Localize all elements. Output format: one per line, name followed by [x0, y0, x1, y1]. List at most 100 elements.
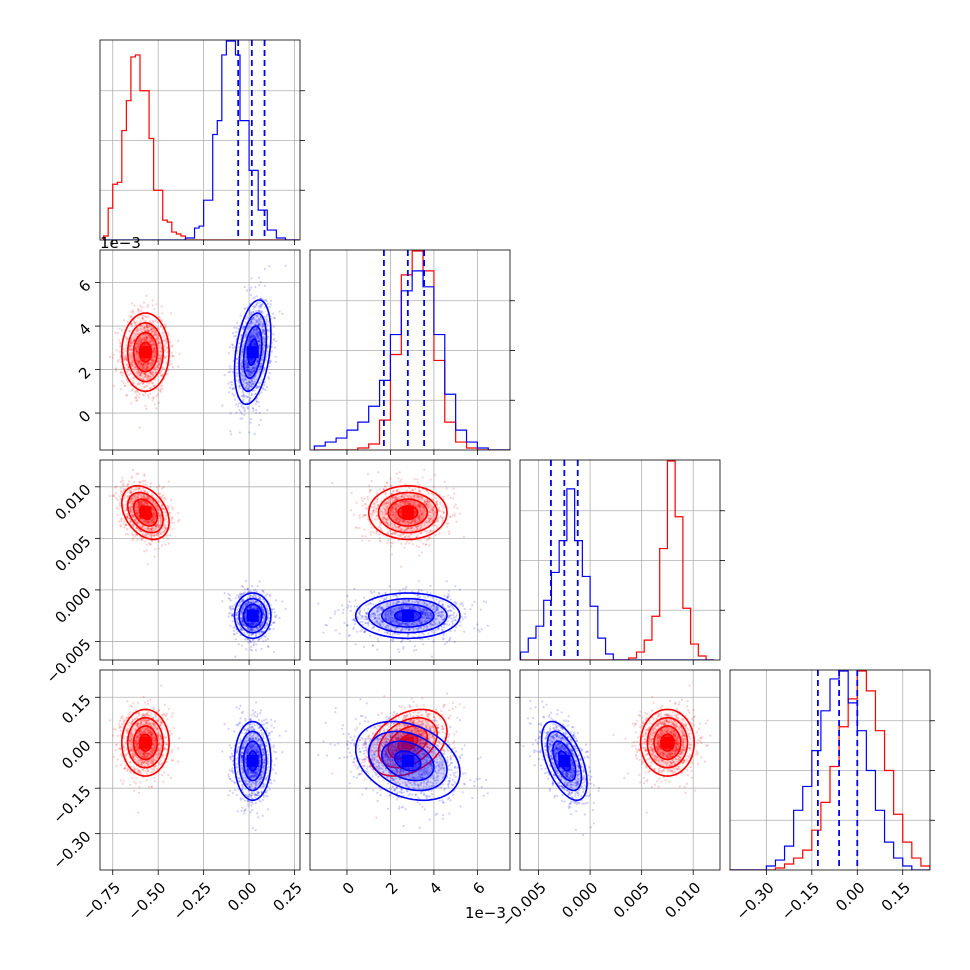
sample-point — [235, 374, 238, 377]
sample-point — [151, 509, 154, 512]
sample-point — [223, 374, 226, 377]
sample-point — [248, 381, 252, 384]
sample-point — [123, 497, 127, 500]
sample-point — [132, 381, 135, 385]
sample-point — [139, 374, 142, 377]
sample-point — [162, 331, 165, 334]
sample-point — [258, 368, 262, 371]
sample-point — [246, 366, 249, 369]
sample-point — [133, 488, 136, 491]
sample-point — [129, 505, 132, 508]
sample-point — [411, 488, 414, 491]
sample-point — [159, 523, 162, 526]
sample-point — [149, 498, 153, 501]
sample-point — [143, 375, 146, 378]
sample-point — [256, 360, 259, 363]
sample-point — [146, 365, 149, 368]
sample-point — [160, 374, 163, 377]
sample-point — [151, 516, 154, 519]
sample-point — [234, 597, 237, 600]
sample-point — [253, 594, 256, 597]
sample-point — [438, 506, 441, 509]
sample-point — [259, 365, 262, 368]
sample-point — [142, 503, 145, 506]
sample-point — [152, 513, 156, 516]
sample-point — [146, 366, 149, 369]
sample-point — [232, 346, 235, 349]
sample-point — [136, 342, 139, 345]
sample-point — [245, 366, 248, 369]
sample-point — [235, 379, 238, 382]
sample-point — [170, 351, 173, 355]
sample-point — [129, 509, 132, 512]
sample-point — [233, 326, 236, 329]
sample-point — [434, 497, 437, 500]
sample-point — [259, 365, 262, 368]
sample-point — [139, 529, 142, 532]
sample-point — [250, 337, 253, 340]
sample-point — [234, 655, 237, 658]
sample-point — [139, 489, 142, 492]
sample-point — [147, 521, 150, 524]
sample-point — [125, 337, 128, 341]
sample-point — [251, 370, 254, 373]
sample-point — [249, 336, 252, 339]
sample-point — [246, 388, 250, 391]
sample-point — [134, 396, 137, 399]
sample-point — [136, 374, 139, 378]
sample-point — [250, 385, 253, 388]
sample-point — [244, 350, 247, 353]
sample-point — [257, 340, 260, 343]
sample-point — [138, 383, 141, 386]
sample-point — [358, 526, 361, 529]
sample-point — [150, 328, 153, 331]
sample-point — [167, 542, 170, 545]
sample-point — [140, 341, 143, 344]
sample-point — [134, 389, 137, 393]
sample-point — [144, 501, 147, 504]
sample-point — [273, 337, 276, 340]
sample-point — [139, 373, 142, 376]
sample-point — [163, 529, 166, 532]
sample-point — [252, 334, 255, 337]
sample-point — [429, 478, 432, 481]
sample-point — [141, 339, 144, 342]
sample-point — [265, 355, 268, 358]
sample-point — [255, 302, 258, 305]
sample-point — [425, 543, 428, 546]
sample-point — [145, 315, 148, 319]
sample-point — [163, 355, 166, 358]
sample-point — [164, 325, 167, 328]
sample-point — [140, 501, 143, 504]
sample-point — [274, 355, 277, 358]
sample-point — [123, 520, 126, 523]
sample-point — [273, 650, 276, 654]
sample-point — [159, 356, 162, 359]
sample-point — [152, 353, 155, 356]
sample-point — [260, 391, 263, 394]
peak-marker — [246, 346, 259, 359]
sample-point — [251, 318, 254, 321]
sample-point — [150, 535, 153, 538]
sample-point — [136, 521, 139, 524]
sample-point — [144, 496, 147, 499]
sample-point — [258, 370, 261, 373]
sample-point — [250, 332, 253, 335]
sample-point — [274, 599, 278, 602]
sample-point — [146, 365, 149, 368]
sample-point — [172, 354, 175, 358]
sample-point — [246, 406, 249, 409]
sample-point — [252, 328, 255, 331]
sample-point — [147, 329, 150, 332]
sample-point — [241, 343, 245, 346]
sample-point — [138, 332, 141, 335]
sample-point — [129, 348, 132, 351]
sample-point — [254, 392, 258, 395]
sample-point — [136, 522, 139, 525]
sample-point — [144, 520, 147, 523]
sample-point — [171, 344, 174, 347]
sample-point — [177, 512, 180, 515]
sample-point — [253, 296, 256, 299]
sample-point — [134, 518, 137, 521]
sample-point — [154, 349, 157, 352]
